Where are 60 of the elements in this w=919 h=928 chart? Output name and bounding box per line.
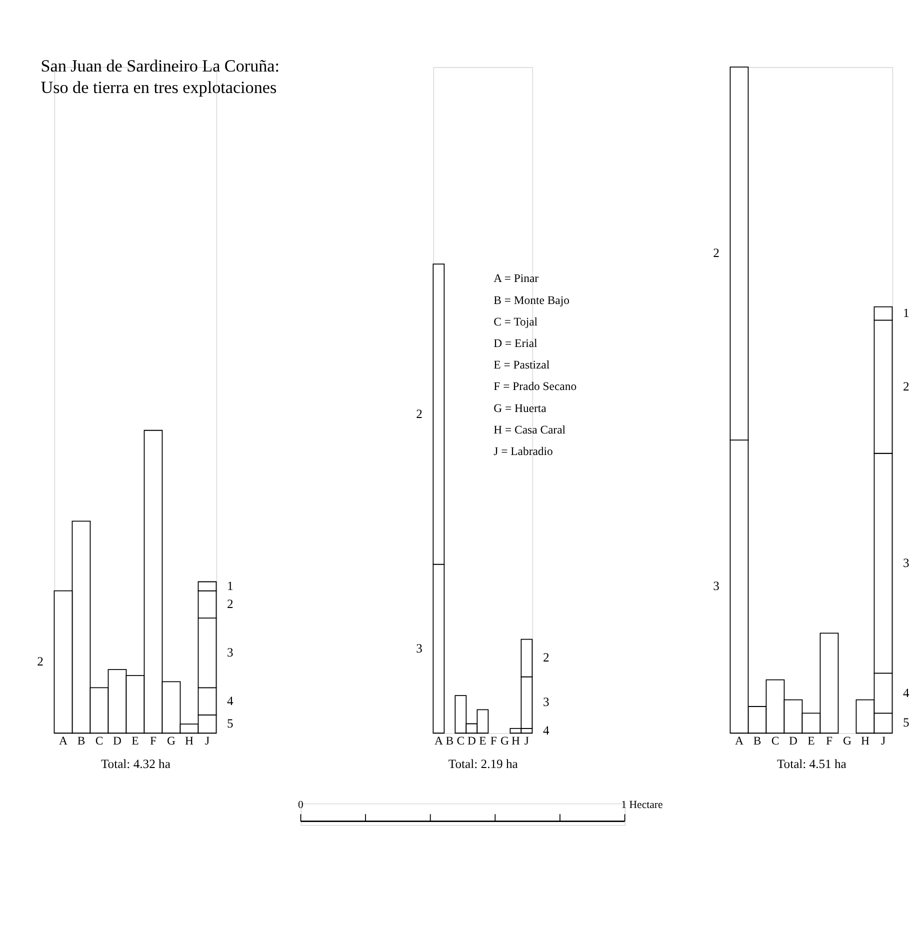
series-label: 1: [903, 306, 910, 320]
text: 2: [227, 597, 234, 612]
annotation: J = Labradio: [494, 445, 554, 458]
series-label: 5: [227, 716, 234, 731]
x-tick-label: F: [826, 734, 833, 748]
x-tick-label: B: [77, 734, 86, 748]
text: 0: [298, 798, 304, 811]
x-tick-label: J: [204, 734, 210, 748]
text: 2: [542, 650, 550, 665]
annotation: H = Casa Caral: [494, 423, 566, 436]
x-tick-label: E: [132, 734, 139, 748]
x-axis-title: Total: 4.51 ha: [776, 756, 847, 771]
x-tick-label: G: [167, 734, 176, 748]
x-tick-label: J: [880, 734, 886, 748]
x-tick-label: A: [434, 734, 444, 748]
text: 1 Hectare: [621, 798, 664, 811]
annotation: E = Pastizal: [494, 358, 550, 372]
annotation: B = Monte Bajo: [494, 294, 570, 307]
series-label: 5: [903, 716, 910, 730]
x-tick-label: E: [479, 734, 486, 748]
x-axis-title: Total: 2.19 ha: [448, 756, 518, 771]
x-tick-label: H: [511, 734, 520, 748]
x-tick-label: J: [524, 734, 530, 748]
x-tick-label: A: [59, 734, 68, 748]
annotation: A = Pinar: [494, 272, 539, 286]
x-tick-label: D: [113, 734, 122, 748]
x-tick-label: D: [788, 734, 798, 748]
x-tick-label: G: [842, 734, 852, 748]
series-label: 2: [37, 654, 44, 669]
x-tick-label: H: [185, 734, 194, 748]
x-tick-label: G: [500, 734, 510, 748]
x-tick-label: C: [771, 734, 780, 748]
text: 3: [542, 695, 550, 710]
series-label: 1: [227, 578, 234, 593]
annotation: G = Huerta: [494, 402, 548, 415]
x-tick-label: B: [753, 734, 762, 748]
x-axis-title: Total: 4.32 ha: [100, 756, 171, 771]
annotation: C = Tojal: [494, 315, 538, 328]
annotation: F = Prado Secano: [494, 380, 577, 394]
x-tick-label: A: [734, 734, 744, 748]
x-tick-label: C: [95, 734, 104, 748]
series-label: 3: [227, 646, 234, 660]
series-label: 3: [416, 641, 422, 656]
annotation: D = Erial: [494, 336, 538, 350]
x-tick-label: B: [446, 734, 454, 748]
x-tick-label: C: [456, 734, 465, 748]
series-label: 4: [227, 694, 234, 708]
chart-title: San Juan de Sardineiro La Coruña: Uso de tierra en tres explotaciones: [40, 56, 280, 98]
series-label: 4: [542, 723, 550, 738]
series-label: 4: [903, 686, 910, 700]
text: 2: [903, 379, 910, 394]
x-tick-label: E: [808, 734, 815, 748]
series-label: 2: [416, 406, 422, 421]
x-tick-label: F: [490, 734, 498, 748]
text: 3: [903, 556, 910, 570]
series-label: 2: [713, 246, 720, 260]
series-label: 3: [713, 579, 720, 594]
x-tick-label: F: [150, 734, 157, 748]
x-tick-label: D: [467, 734, 476, 748]
x-tick-label: H: [860, 734, 870, 748]
